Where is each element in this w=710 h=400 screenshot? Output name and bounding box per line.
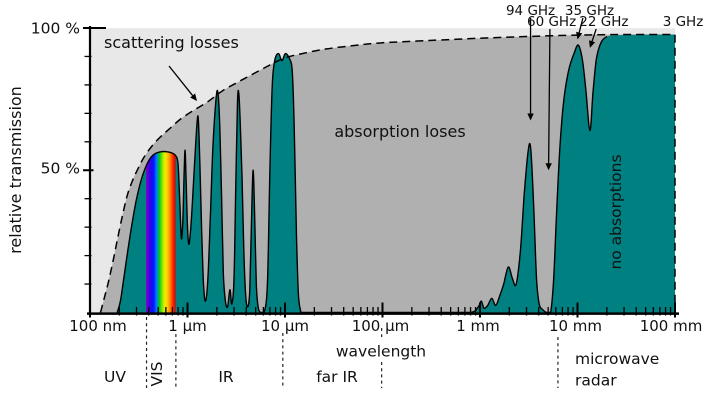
x-tick-100um: 100 μm <box>352 317 410 335</box>
annotation-arrows <box>168 17 597 171</box>
x-tick-10um: 10 μm <box>261 317 309 335</box>
annotation-35ghz: 35 GHz <box>565 3 614 19</box>
band-label-microwave: microwave <box>575 350 659 368</box>
x-tick-1um: 1 μm <box>168 317 206 335</box>
y-axis-title: relative transmission <box>6 86 25 254</box>
band-label-ir: IR <box>218 368 234 386</box>
band-label-radar: radar <box>575 372 617 390</box>
x-tick-100nm: 100 nm <box>69 317 127 335</box>
x-axis-title: wavelength <box>336 343 426 361</box>
transmission-curve-outline <box>116 35 608 314</box>
annotation-94ghz: 94 GHz <box>506 3 555 19</box>
absorption-loses-label: absorption loses <box>334 122 465 141</box>
axis-lines <box>87 26 679 315</box>
annotation-22ghz: 22 GHz <box>579 14 628 30</box>
band-label-farir: far IR <box>316 368 358 386</box>
scattering-losses-label: scattering losses <box>104 33 239 52</box>
x-tick-1mm: 1 mm <box>456 317 500 335</box>
scattering-boundary-dashed-line <box>99 33 676 313</box>
x-tick-100mm: 100 mm <box>640 317 703 335</box>
annotation-3ghz: 3 GHz <box>663 14 704 30</box>
no-absorptions-label: no absorptions <box>607 154 625 269</box>
x-tick-10mm: 10 mm <box>549 317 602 335</box>
y-tick-label-50: 50 % <box>41 160 80 178</box>
band-label-uv: UV <box>104 368 126 386</box>
y-tick-label-100: 100 % <box>31 20 80 38</box>
visible-spectrum-rainbow <box>146 135 176 313</box>
band-label-vis: VIS <box>148 361 166 386</box>
band-separator-lines <box>145 317 559 388</box>
annotation-60ghz: 60 GHz <box>527 14 576 30</box>
